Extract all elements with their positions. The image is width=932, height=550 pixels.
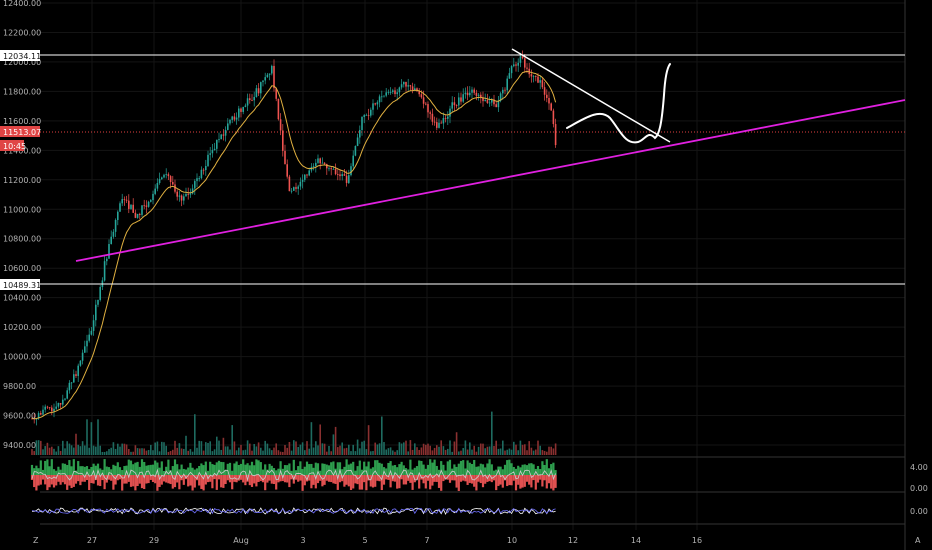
- indicator-line: [31, 468, 556, 482]
- price-tick-label: 11000.00: [3, 205, 41, 214]
- ascending-trendline[interactable]: [75, 99, 906, 262]
- price-tick-label: 11600.00: [3, 117, 41, 126]
- indicator2-tick-zero: 0.00: [910, 507, 928, 516]
- price-tick-label: 9400.00: [3, 441, 36, 450]
- time-tick-label: 5: [362, 536, 367, 545]
- time-tick-label: 16: [692, 536, 702, 545]
- zoom-button[interactable]: Z: [33, 536, 39, 545]
- level-label-lower: 10489.31: [0, 279, 41, 290]
- time-tick-label: 27: [87, 536, 97, 545]
- price-tick-label: 9800.00: [3, 382, 36, 391]
- time-tick-label: 7: [424, 536, 429, 545]
- price-axis[interactable]: 12400.00 12200.00 12000.00 11800.00 11600.00…: [3, 0, 41, 450]
- price-tick-label: 11200.00: [3, 176, 41, 185]
- upper-level-value: 12034.11: [3, 52, 41, 61]
- indicator-histogram: [30, 459, 557, 491]
- grid: [40, 0, 905, 530]
- oscillator-line-a: [31, 507, 556, 515]
- indicator1-tick-high: 4.00: [910, 463, 928, 472]
- time-tick-label: 14: [631, 536, 641, 545]
- time-axis[interactable]: 27 29 Aug 3 5 7 10 12 14 16: [87, 536, 702, 545]
- price-tick-label: 10800.00: [3, 235, 41, 244]
- price-tick-label: 10200.00: [3, 323, 41, 332]
- current-price-value: 11513.07: [3, 128, 41, 137]
- candlesticks: [31, 50, 557, 426]
- auto-scale-button[interactable]: A: [915, 536, 921, 545]
- level-label-upper: 12034.11: [0, 50, 41, 61]
- descending-trendline[interactable]: [511, 48, 671, 143]
- volume-bars: [31, 411, 557, 455]
- price-tick-label: 10000.00: [3, 353, 41, 362]
- time-tick-label: 10: [507, 536, 517, 545]
- lower-level-value: 10489.31: [3, 281, 41, 290]
- level-label-current: 11513.07 10:45: [0, 126, 41, 151]
- price-tick-label: 10400.00: [3, 294, 41, 303]
- time-tick-label: 3: [300, 536, 305, 545]
- projection-curve[interactable]: [566, 63, 671, 144]
- time-tick-label: 12: [568, 536, 578, 545]
- time-tick-label: 29: [149, 536, 159, 545]
- time-tick-label: Aug: [233, 536, 249, 545]
- price-tick-label: 12000.00: [3, 58, 41, 67]
- candle-timer: 10:45: [3, 142, 26, 151]
- price-tick-label: 12200.00: [3, 28, 41, 37]
- price-tick-label: 9600.00: [3, 412, 36, 421]
- price-tick-label: 10600.00: [3, 264, 41, 273]
- price-tick-label: 12400.00: [3, 0, 41, 8]
- oscillator-line-b: [31, 507, 556, 515]
- price-tick-label: 11800.00: [3, 87, 41, 96]
- indicator1-tick-zero: 0.00: [910, 484, 928, 493]
- moving-average-line: [31, 70, 557, 420]
